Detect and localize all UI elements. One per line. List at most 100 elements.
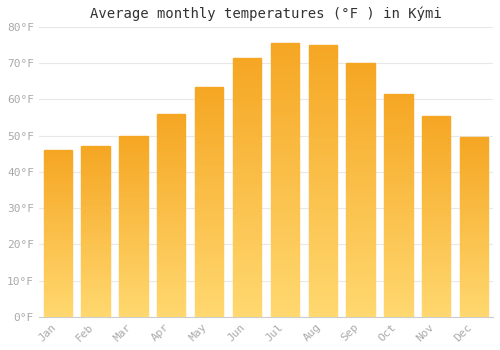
Bar <box>82 196 110 197</box>
Bar <box>384 192 412 194</box>
Bar <box>460 178 488 180</box>
Bar <box>157 309 186 311</box>
Bar <box>460 229 488 231</box>
Bar <box>308 189 337 192</box>
Bar <box>233 304 261 307</box>
Bar <box>195 160 224 162</box>
Bar <box>44 188 72 190</box>
Bar <box>44 252 72 253</box>
Bar <box>422 192 450 194</box>
Bar <box>157 276 186 278</box>
Bar <box>119 145 148 146</box>
Bar <box>308 243 337 246</box>
Bar <box>270 292 299 295</box>
Bar <box>82 233 110 235</box>
Bar <box>44 223 72 225</box>
Bar <box>82 186 110 187</box>
Bar <box>157 313 186 315</box>
Bar <box>44 285 72 287</box>
Bar <box>82 247 110 248</box>
Bar <box>270 109 299 112</box>
Bar <box>270 100 299 103</box>
Bar <box>82 293 110 295</box>
Bar <box>422 289 450 290</box>
Bar <box>460 315 488 317</box>
Bar <box>44 225 72 227</box>
Bar <box>422 262 450 265</box>
Bar <box>422 295 450 297</box>
Bar <box>82 295 110 296</box>
Bar <box>82 262 110 264</box>
Bar <box>384 234 412 237</box>
Bar <box>270 106 299 109</box>
Bar <box>157 303 186 304</box>
Bar <box>422 196 450 198</box>
Bar <box>346 136 375 139</box>
Bar <box>384 228 412 230</box>
Bar <box>82 220 110 222</box>
Bar <box>460 259 488 261</box>
Bar <box>157 177 186 179</box>
Bar <box>460 202 488 204</box>
Bar <box>119 257 148 259</box>
Bar <box>346 309 375 312</box>
Bar <box>44 287 72 288</box>
Bar <box>346 175 375 177</box>
Bar <box>422 148 450 150</box>
Bar <box>119 246 148 248</box>
Bar <box>460 189 488 191</box>
Bar <box>44 264 72 265</box>
Bar <box>346 279 375 281</box>
Bar <box>308 287 337 289</box>
Bar <box>195 206 224 209</box>
Bar <box>346 258 375 261</box>
Bar <box>346 312 375 314</box>
Bar <box>195 259 224 261</box>
Bar <box>157 164 186 167</box>
Bar <box>346 210 375 213</box>
Bar <box>270 267 299 270</box>
Bar <box>82 256 110 257</box>
Bar <box>233 143 261 146</box>
Bar <box>119 281 148 282</box>
Bar <box>157 213 186 215</box>
Bar <box>384 272 412 274</box>
Bar <box>422 252 450 254</box>
Bar <box>119 292 148 293</box>
Bar <box>346 289 375 292</box>
Bar <box>119 266 148 268</box>
Bar <box>195 241 224 243</box>
Bar <box>119 284 148 286</box>
Bar <box>44 150 72 152</box>
Bar <box>384 194 412 196</box>
Bar <box>422 132 450 134</box>
Bar <box>157 181 186 183</box>
Bar <box>119 179 148 181</box>
Bar <box>460 154 488 155</box>
Bar <box>460 177 488 178</box>
Bar <box>119 172 148 174</box>
Bar <box>422 218 450 220</box>
Bar <box>346 243 375 246</box>
Bar <box>422 208 450 210</box>
Bar <box>119 279 148 281</box>
Bar <box>308 69 337 72</box>
Bar <box>44 245 72 247</box>
Bar <box>119 309 148 312</box>
Bar <box>195 285 224 287</box>
Bar <box>384 176 412 178</box>
Bar <box>384 112 412 114</box>
Bar <box>270 207 299 210</box>
Bar <box>195 315 224 317</box>
Bar <box>233 159 261 161</box>
Bar <box>270 259 299 262</box>
Bar <box>308 303 337 306</box>
Bar <box>119 217 148 219</box>
Bar <box>157 156 186 159</box>
Bar <box>233 102 261 104</box>
Bar <box>82 148 110 150</box>
Bar <box>422 224 450 226</box>
Bar <box>82 146 110 148</box>
Bar <box>346 220 375 223</box>
Bar <box>82 193 110 194</box>
